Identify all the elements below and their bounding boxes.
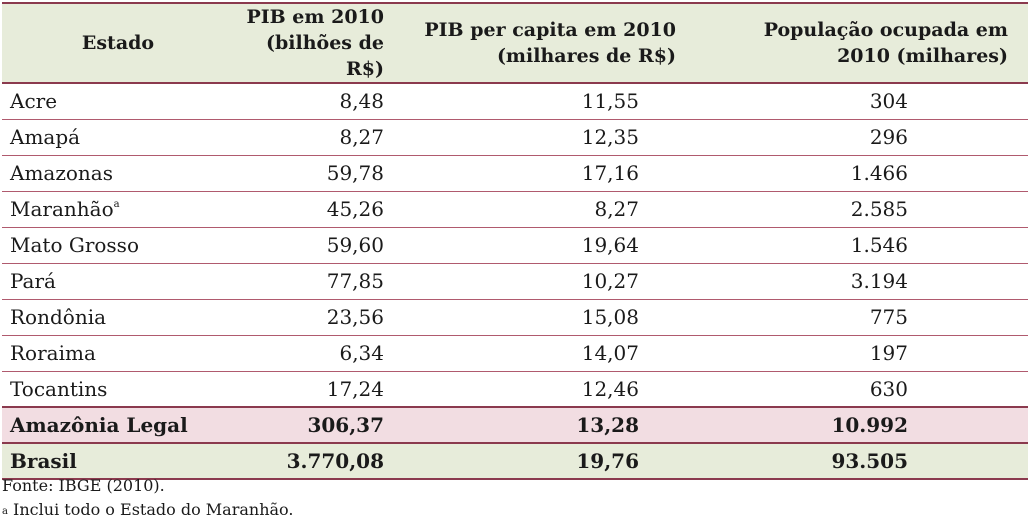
total-row-brasil: Brasil 3.770,08 19,76 93.505 xyxy=(2,443,1028,479)
cell-percapita: 13,28 xyxy=(576,413,639,437)
cell-pop: 775 xyxy=(869,305,908,329)
cell-estado: Rondônia xyxy=(10,305,107,329)
cell-percapita: 12,46 xyxy=(581,376,639,401)
cell-pib: 59,78 xyxy=(326,161,384,185)
cell-percapita: 17,16 xyxy=(581,161,639,185)
cell-pop: 304 xyxy=(869,89,908,114)
header-pop: População ocupada em 2010 (milhares) xyxy=(714,2,1028,84)
cell-pib: 306,37 xyxy=(307,413,384,437)
cell-pop: 630 xyxy=(869,376,908,401)
header-pib-line1: PIB em 2010 xyxy=(246,6,384,28)
cell-estado: Amazonas xyxy=(10,161,113,185)
cell-pib: 23,56 xyxy=(326,305,384,329)
cell-estado-text: Maranhão xyxy=(10,197,114,221)
table-row: Maranhãoa 45,26 8,27 2.585 xyxy=(2,191,1028,227)
cell-estado: Amazônia Legal xyxy=(10,413,188,437)
cell-estado: Acre xyxy=(10,89,58,114)
cell-pib: 77,85 xyxy=(326,269,384,293)
table-row: Mato Grosso 59,60 19,64 1.546 xyxy=(2,227,1028,263)
data-table-container: Estado PIB em 2010 (bilhões de R$) PIB p… xyxy=(2,2,1028,480)
footnote-marker: a xyxy=(113,199,120,210)
cell-percapita: 8,27 xyxy=(594,197,639,221)
cell-pop: 1.546 xyxy=(850,233,908,257)
cell-percapita: 19,64 xyxy=(581,233,639,257)
cell-estado: Amapá xyxy=(10,125,81,149)
total-row-amazonia-legal: Amazônia Legal 306,37 13,28 10.992 xyxy=(2,407,1028,443)
cell-percapita: 10,27 xyxy=(581,269,639,293)
cell-percapita: 19,76 xyxy=(576,449,639,473)
cell-pib: 3.770,08 xyxy=(286,449,384,473)
header-estado: Estado xyxy=(2,2,234,84)
cell-pib: 17,24 xyxy=(326,376,384,401)
footnotes: Fonte: IBGE (2010). a Inclui todo o Esta… xyxy=(2,474,293,522)
header-percapita-line1: PIB per capita em 2010 xyxy=(424,19,676,41)
table-row: Tocantins 17,24 12,46 630 xyxy=(2,371,1028,407)
cell-estado: Roraima xyxy=(10,341,96,365)
header-percapita-line2: (milhares de R$) xyxy=(496,45,676,67)
cell-pop: 10.992 xyxy=(831,413,908,437)
cell-estado: Mato Grosso xyxy=(10,233,139,257)
cell-pib: 59,60 xyxy=(326,233,384,257)
cell-pop: 93.505 xyxy=(831,449,908,473)
header-percapita: PIB per capita em 2010 (milhares de R$) xyxy=(392,2,714,84)
cell-estado: Pará xyxy=(10,269,56,293)
table-header-row: Estado PIB em 2010 (bilhões de R$) PIB p… xyxy=(2,2,1028,84)
cell-percapita: 15,08 xyxy=(581,305,639,329)
cell-percapita: 11,55 xyxy=(581,89,639,114)
footnote-a-marker: a xyxy=(2,506,8,517)
table-row: Acre 8,48 11,55 304 xyxy=(2,83,1028,119)
cell-estado: Tocantins xyxy=(10,376,108,401)
source-note: Fonte: IBGE (2010). xyxy=(2,476,165,495)
gdp-table: Estado PIB em 2010 (bilhões de R$) PIB p… xyxy=(2,2,1028,480)
table-row: Amapá 8,27 12,35 296 xyxy=(2,119,1028,155)
cell-pop: 2.585 xyxy=(850,197,908,221)
cell-percapita: 14,07 xyxy=(581,341,639,365)
cell-estado: Maranhãoa xyxy=(2,191,234,227)
cell-pib: 8,48 xyxy=(339,89,384,114)
table-row: Roraima 6,34 14,07 197 xyxy=(2,335,1028,371)
footnote-a-text: Inclui todo o Estado do Maranhão. xyxy=(7,500,294,519)
header-pib-line2: (bilhões de R$) xyxy=(266,32,384,80)
cell-percapita: 12,35 xyxy=(581,125,639,149)
header-pop-line2: 2010 (milhares) xyxy=(837,45,1008,67)
header-pib: PIB em 2010 (bilhões de R$) xyxy=(234,2,392,84)
cell-pop: 1.466 xyxy=(850,161,908,185)
cell-pop: 3.194 xyxy=(850,269,908,293)
table-row: Pará 77,85 10,27 3.194 xyxy=(2,263,1028,299)
cell-estado: Brasil xyxy=(10,449,77,473)
cell-pop: 197 xyxy=(869,341,908,365)
cell-pib: 6,34 xyxy=(339,341,384,365)
cell-pib: 45,26 xyxy=(326,197,384,221)
header-estado-label: Estado xyxy=(81,32,155,54)
cell-pib: 8,27 xyxy=(339,125,384,149)
footnote-a: a Inclui todo o Estado do Maranhão. xyxy=(2,498,293,522)
table-row: Amazonas 59,78 17,16 1.466 xyxy=(2,155,1028,191)
header-pop-line1: População ocupada em xyxy=(763,19,1008,41)
table-row: Rondônia 23,56 15,08 775 xyxy=(2,299,1028,335)
cell-pop: 296 xyxy=(869,125,908,149)
